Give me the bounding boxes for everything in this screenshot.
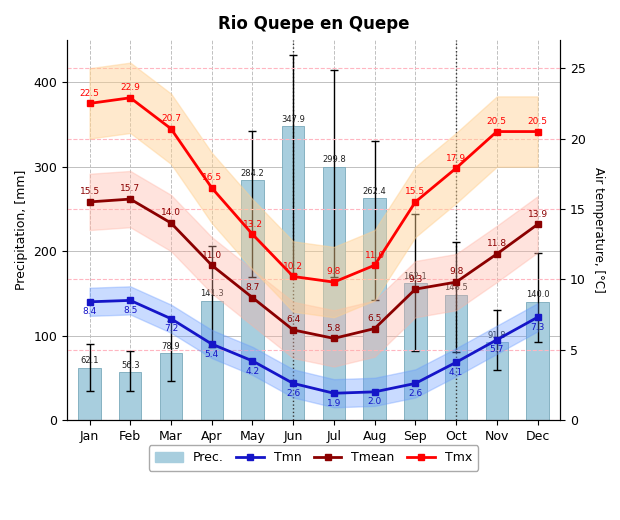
Bar — [445, 295, 467, 420]
Bar — [526, 302, 549, 420]
Text: 8.5: 8.5 — [123, 306, 138, 315]
Text: 141.3: 141.3 — [200, 289, 224, 298]
Text: 11.0: 11.0 — [202, 251, 222, 259]
Text: 347.9: 347.9 — [281, 115, 305, 124]
Text: 284.2: 284.2 — [241, 168, 264, 177]
Y-axis label: Air temperature, [°C]: Air temperature, [°C] — [592, 167, 605, 293]
Text: 15.5: 15.5 — [79, 187, 100, 196]
Text: 5.7: 5.7 — [490, 345, 504, 355]
Bar — [119, 372, 141, 420]
Legend: Prec., Tmn, Tmean, Tmx: Prec., Tmn, Tmean, Tmx — [149, 445, 478, 471]
Text: 5.8: 5.8 — [327, 324, 341, 333]
Bar — [404, 283, 427, 420]
Text: 78.9: 78.9 — [162, 342, 180, 351]
Bar — [323, 167, 345, 420]
Text: 8.7: 8.7 — [246, 283, 260, 292]
Text: 20.5: 20.5 — [528, 117, 547, 126]
Text: 299.8: 299.8 — [322, 155, 346, 164]
Text: 20.7: 20.7 — [161, 114, 181, 123]
Text: 162.1: 162.1 — [404, 271, 427, 281]
Text: 2.6: 2.6 — [408, 389, 422, 398]
Text: 20.5: 20.5 — [487, 117, 507, 126]
Text: 11.0: 11.0 — [365, 251, 384, 259]
Text: 13.2: 13.2 — [242, 219, 262, 229]
Text: 6.4: 6.4 — [286, 315, 300, 324]
Text: 17.9: 17.9 — [446, 153, 466, 163]
Bar — [200, 301, 223, 420]
Bar — [160, 354, 182, 420]
Text: 9.3: 9.3 — [408, 275, 423, 283]
Text: 4.2: 4.2 — [246, 367, 260, 375]
Text: 8.4: 8.4 — [82, 307, 97, 317]
Text: 262.4: 262.4 — [363, 187, 386, 196]
Text: 9.8: 9.8 — [327, 267, 341, 277]
Text: 22.5: 22.5 — [79, 89, 99, 98]
Text: 15.5: 15.5 — [405, 187, 425, 196]
Text: 2.6: 2.6 — [286, 389, 300, 398]
Title: Rio Quepe en Quepe: Rio Quepe en Quepe — [218, 15, 409, 33]
Bar — [363, 199, 386, 420]
Text: 10.2: 10.2 — [283, 262, 303, 271]
Bar — [78, 368, 101, 420]
Text: 140.0: 140.0 — [526, 290, 549, 300]
Text: 7.3: 7.3 — [530, 323, 545, 332]
Text: 9.8: 9.8 — [449, 267, 463, 277]
Text: 16.5: 16.5 — [202, 173, 222, 182]
Text: 14.0: 14.0 — [161, 209, 181, 217]
Text: 22.9: 22.9 — [120, 83, 140, 92]
Text: 11.8: 11.8 — [487, 239, 507, 249]
Text: 6.5: 6.5 — [368, 314, 382, 323]
Bar — [241, 180, 264, 420]
Bar — [485, 343, 508, 420]
Text: 56.3: 56.3 — [121, 361, 140, 370]
Text: 7.2: 7.2 — [164, 324, 178, 333]
Text: 4.1: 4.1 — [449, 368, 463, 377]
Text: 13.9: 13.9 — [528, 210, 547, 219]
Text: 15.7: 15.7 — [120, 185, 140, 193]
Text: 91.8: 91.8 — [487, 331, 506, 340]
Y-axis label: Precipitation, [mm]: Precipitation, [mm] — [15, 170, 28, 290]
Bar — [282, 126, 304, 420]
Text: 1.9: 1.9 — [327, 399, 341, 408]
Text: 148.5: 148.5 — [444, 283, 468, 292]
Text: 5.4: 5.4 — [205, 349, 219, 359]
Text: 62.1: 62.1 — [81, 356, 99, 365]
Text: 2.0: 2.0 — [368, 397, 382, 407]
